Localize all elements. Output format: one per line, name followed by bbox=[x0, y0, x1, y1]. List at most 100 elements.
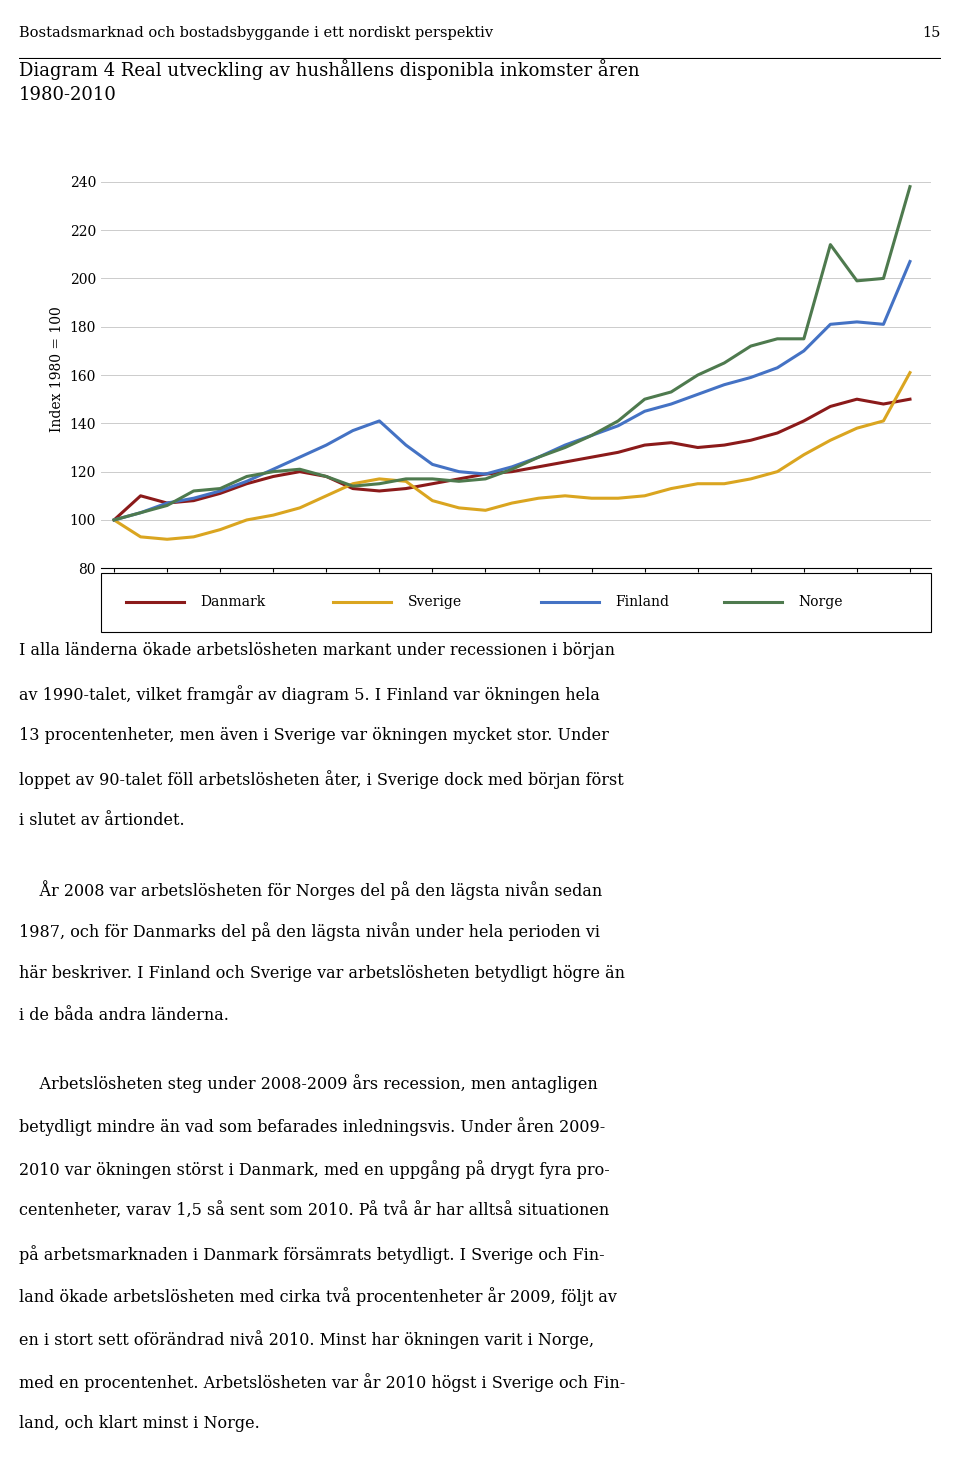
Sverige bbox=[639, 487, 651, 505]
Sverige bbox=[161, 530, 173, 548]
Sverige bbox=[506, 494, 517, 512]
Finland bbox=[877, 316, 889, 334]
Danmark bbox=[560, 453, 571, 471]
Sverige bbox=[400, 472, 412, 490]
Text: centenheter, varav 1,5 så sent som 2010. På två år har alltså situationen: centenheter, varav 1,5 så sent som 2010.… bbox=[19, 1203, 610, 1219]
Danmark bbox=[426, 475, 438, 493]
Finland bbox=[214, 483, 226, 500]
Text: 15: 15 bbox=[923, 27, 941, 40]
Sverige bbox=[745, 469, 756, 487]
Danmark bbox=[400, 480, 412, 497]
Sverige bbox=[453, 499, 465, 517]
Danmark bbox=[214, 484, 226, 502]
Sverige bbox=[904, 363, 916, 381]
Norge bbox=[904, 177, 916, 195]
Line: Danmark: Danmark bbox=[114, 399, 910, 520]
Danmark bbox=[241, 475, 252, 493]
Norge bbox=[718, 354, 730, 372]
Sverige bbox=[241, 511, 252, 528]
Danmark bbox=[134, 487, 146, 505]
Danmark bbox=[294, 463, 305, 481]
Danmark bbox=[825, 397, 836, 415]
Sverige bbox=[798, 446, 809, 463]
Danmark bbox=[373, 483, 385, 500]
Finland bbox=[612, 416, 624, 434]
Text: en i stort sett oförändrad nivå 2010. Minst har ökningen varit i Norge,: en i stort sett oförändrad nivå 2010. Mi… bbox=[19, 1330, 594, 1349]
Norge bbox=[745, 337, 756, 354]
Finland bbox=[161, 494, 173, 512]
Text: betydligt mindre än vad som befarades inledningsvis. Under åren 2009-: betydligt mindre än vad som befarades in… bbox=[19, 1117, 606, 1137]
Norge bbox=[506, 461, 517, 478]
Norge bbox=[692, 366, 704, 384]
Finland bbox=[745, 369, 756, 387]
Text: loppet av 90-talet föll arbetslösheten åter, i Sverige dock med början först: loppet av 90-talet föll arbetslösheten å… bbox=[19, 770, 624, 788]
Norge bbox=[480, 469, 492, 487]
Sverige bbox=[718, 475, 730, 493]
Text: Danmark: Danmark bbox=[201, 595, 266, 610]
Finland bbox=[665, 396, 677, 413]
Text: 13 procentenheter, men även i Sverige var ökningen mycket stor. Under: 13 procentenheter, men även i Sverige va… bbox=[19, 728, 609, 744]
Sverige bbox=[294, 499, 305, 517]
Sverige bbox=[665, 480, 677, 497]
Sverige bbox=[268, 506, 279, 524]
Danmark bbox=[745, 431, 756, 449]
Text: År 2008 var arbetslösheten för Norges del på den lägsta nivån sedan: År 2008 var arbetslösheten för Norges de… bbox=[19, 880, 603, 899]
Finland bbox=[639, 403, 651, 421]
Finland bbox=[586, 427, 597, 444]
Danmark bbox=[188, 492, 200, 509]
Norge bbox=[241, 468, 252, 486]
Danmark bbox=[348, 480, 359, 497]
Finland bbox=[825, 316, 836, 334]
Danmark bbox=[161, 494, 173, 512]
Finland bbox=[506, 458, 517, 475]
Sverige bbox=[321, 487, 332, 505]
Norge bbox=[665, 384, 677, 401]
Danmark bbox=[692, 438, 704, 456]
Text: på arbetsmarknaden i Danmark försämrats betydligt. I Sverige och Fin-: på arbetsmarknaden i Danmark försämrats … bbox=[19, 1244, 605, 1263]
Line: Finland: Finland bbox=[114, 261, 910, 520]
Text: I alla länderna ökade arbetslösheten markant under recessionen i början: I alla länderna ökade arbetslösheten mar… bbox=[19, 642, 615, 660]
Text: Diagram 4 Real utveckling av hushållens disponibla inkomster åren
1980-2010: Diagram 4 Real utveckling av hushållens … bbox=[19, 59, 639, 103]
Finland bbox=[852, 313, 863, 331]
Finland bbox=[134, 503, 146, 521]
Sverige bbox=[692, 475, 704, 493]
Sverige bbox=[373, 469, 385, 487]
Norge bbox=[188, 483, 200, 500]
Sverige bbox=[426, 492, 438, 509]
Finland bbox=[188, 490, 200, 508]
Norge bbox=[772, 331, 783, 348]
Finland bbox=[692, 385, 704, 403]
Sverige bbox=[772, 463, 783, 481]
Norge bbox=[825, 236, 836, 254]
FancyBboxPatch shape bbox=[101, 573, 931, 632]
Finland bbox=[480, 465, 492, 483]
Norge bbox=[852, 272, 863, 289]
Norge bbox=[321, 468, 332, 486]
Sverige bbox=[108, 511, 120, 528]
Norge bbox=[453, 472, 465, 490]
Finland bbox=[294, 449, 305, 466]
Norge bbox=[348, 477, 359, 494]
Norge bbox=[560, 438, 571, 456]
Finland bbox=[426, 456, 438, 474]
Norge bbox=[612, 412, 624, 430]
Text: land ökade arbetslösheten med cirka två procentenheter år 2009, följt av: land ökade arbetslösheten med cirka två … bbox=[19, 1287, 617, 1306]
Norge bbox=[586, 427, 597, 444]
Norge bbox=[108, 511, 120, 528]
Finland bbox=[108, 511, 120, 528]
Text: av 1990-talet, vilket framgår av diagram 5. I Finland var ökningen hela: av 1990-talet, vilket framgår av diagram… bbox=[19, 685, 600, 704]
Danmark bbox=[904, 390, 916, 407]
Text: land, och klart minst i Norge.: land, och klart minst i Norge. bbox=[19, 1415, 260, 1432]
Danmark bbox=[533, 458, 544, 475]
Text: 2010 var ökningen störst i Danmark, med en uppgång på drygt fyra pro-: 2010 var ökningen störst i Danmark, med … bbox=[19, 1160, 610, 1179]
Finland bbox=[348, 422, 359, 440]
Finland bbox=[373, 412, 385, 430]
Y-axis label: Index 1980 = 100: Index 1980 = 100 bbox=[50, 306, 64, 432]
Danmark bbox=[665, 434, 677, 452]
Sverige bbox=[852, 419, 863, 437]
Sverige bbox=[214, 521, 226, 539]
Danmark bbox=[639, 437, 651, 455]
Danmark bbox=[480, 465, 492, 483]
Text: Sverige: Sverige bbox=[408, 595, 462, 610]
Danmark bbox=[798, 412, 809, 430]
